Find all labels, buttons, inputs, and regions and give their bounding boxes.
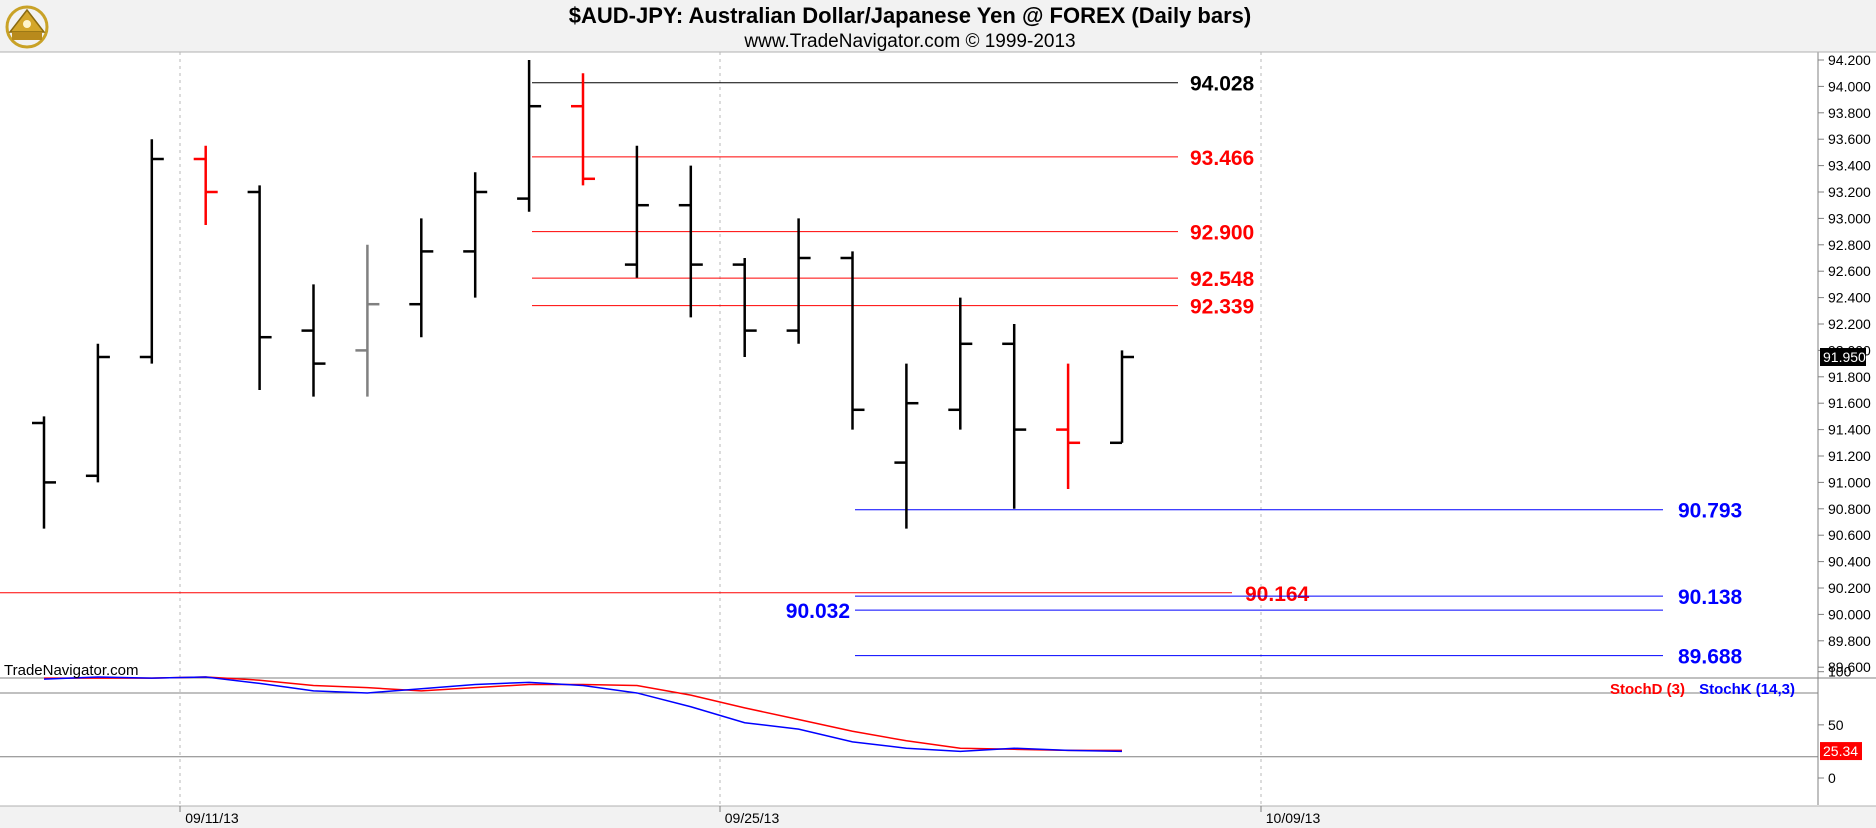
price-tick-label: 91.600 [1828, 395, 1871, 411]
level-label: 90.793 [1678, 500, 1742, 523]
date-axis: 09/11/13 09/25/13 10/09/13 [179, 806, 1321, 826]
price-tick-label: 92.800 [1828, 237, 1871, 253]
price-tick-label: 93.800 [1828, 105, 1871, 121]
price-tick-label: 92.400 [1828, 290, 1871, 306]
price-tick-label: 90.200 [1828, 580, 1871, 596]
price-tick-label: 90.800 [1828, 501, 1871, 517]
level-lines: 94.028 93.466 92.900 92.548 92.339 90.793 90.1… [0, 73, 1743, 669]
price-tick-label: 94.000 [1828, 78, 1871, 94]
chart-title: $AUD-JPY: Australian Dollar/Japanese Yen… [568, 3, 1252, 28]
ohlc-bar [355, 244, 380, 397]
stoch-k-line [43, 676, 1123, 753]
price-tick-label: 90.600 [1828, 527, 1871, 543]
stoch-last-badge [1820, 742, 1862, 761]
price-tick-label: 91.000 [1828, 474, 1871, 490]
price-tick-label: 93.200 [1828, 184, 1871, 200]
price-axis: 94.200 94.000 93.800 93.600 93.400 93.200 93.0… [1818, 52, 1871, 675]
ohlc-bar [678, 165, 703, 318]
level-label: 90.032 [786, 600, 850, 623]
ohlc-bar [139, 139, 164, 364]
ohlc-bar [948, 297, 973, 430]
ohlc-bar [409, 218, 434, 338]
ohlc-bar [840, 251, 865, 430]
chart-subtitle: www.TradeNavigator.com © 1999-2013 [744, 31, 1076, 52]
ohlc-bar [1056, 363, 1081, 489]
price-tick-label: 92.600 [1828, 263, 1871, 279]
level-label: 93.466 [1190, 147, 1254, 170]
price-tick-label: 93.400 [1828, 158, 1871, 174]
ohlc-bar [301, 284, 326, 397]
level-label: 92.548 [1190, 268, 1255, 291]
date-tick-label: 09/11/13 [185, 810, 239, 826]
stoch-tick-label: 0 [1828, 770, 1836, 786]
ohlc-bar [1002, 324, 1027, 509]
level-label: 92.900 [1190, 222, 1254, 245]
stochastic-panel: 100 50 0 25.34 StochD (3) StochK (14,3) [0, 664, 1862, 786]
price-tick-label: 94.200 [1828, 52, 1871, 68]
watermark-text: TradeNavigator.com [4, 662, 139, 679]
ohlc-bar [85, 343, 110, 483]
price-tick-label: 91.400 [1828, 422, 1871, 438]
ohlc-bar [624, 145, 649, 278]
price-tick-label: 89.800 [1828, 633, 1871, 649]
level-label: 89.688 [1678, 646, 1743, 669]
level-label: 90.164 [1245, 583, 1310, 606]
ohlc-bar [32, 416, 56, 529]
ohlc-bar [1110, 350, 1134, 445]
price-bars [32, 60, 1134, 529]
stoch-tick-label: 50 [1828, 717, 1844, 733]
last-price-label: 91.950 [1823, 349, 1866, 365]
stoch-d-legend: StochD (3) [1610, 681, 1685, 698]
date-tick-label: 10/09/13 [1266, 810, 1321, 826]
ohlc-bar [463, 172, 488, 298]
stoch-d-line [44, 676, 1122, 752]
price-tick-label: 89.600 [1828, 659, 1871, 675]
header-background [0, 0, 1876, 52]
plot-background [0, 52, 1876, 807]
price-tick-label: 91.800 [1828, 369, 1871, 385]
last-price-badge [1820, 348, 1866, 366]
price-tick-label: 93.600 [1828, 131, 1871, 147]
stoch-k-legend: StochK (14,3) [1699, 681, 1795, 698]
level-label: 92.339 [1190, 296, 1254, 319]
date-axis-background [0, 806, 1876, 828]
price-tick-label: 91.200 [1828, 448, 1871, 464]
level-label: 90.138 [1678, 586, 1743, 609]
ohlc-bar [517, 60, 542, 212]
ohlc-bar [571, 73, 595, 186]
stoch-tick-label: 100 [1828, 664, 1852, 680]
price-tick-label: 92.200 [1828, 316, 1871, 332]
ohlc-bar [786, 218, 811, 344]
tradenavigator-logo-icon [2, 2, 52, 57]
ohlc-bar [193, 145, 218, 225]
ohlc-bar [732, 258, 757, 357]
stoch-last-label: 25.34 [1823, 743, 1858, 759]
ohlc-bar [247, 185, 272, 390]
ohlc-bar [894, 363, 919, 529]
price-tick-label: 90.000 [1828, 606, 1871, 622]
date-tick-label: 09/25/13 [725, 810, 780, 826]
price-tick-label: 93.000 [1828, 210, 1871, 226]
level-label: 94.028 [1190, 73, 1255, 96]
price-tick-label: 90.400 [1828, 554, 1871, 570]
